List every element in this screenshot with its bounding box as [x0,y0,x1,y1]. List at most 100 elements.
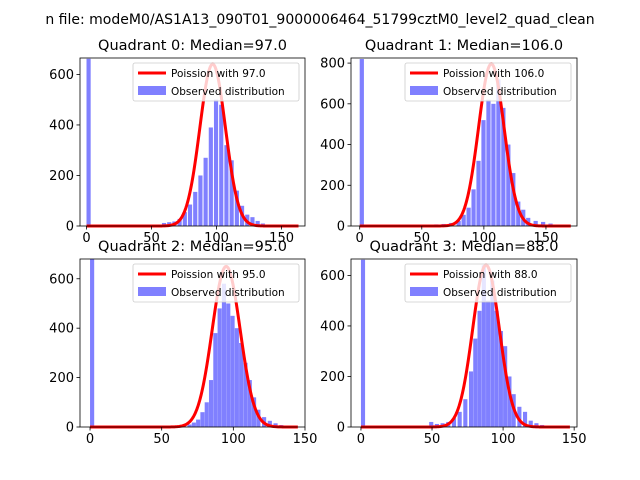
histogram-bar [187,204,193,226]
histogram-bar [247,380,252,427]
subplot-0: Quadrant 0: Median=97.0 0 50 100 150 0 200 400 6… [49,38,306,246]
histogram-bar [540,221,546,226]
subplot-2: Quadrant 2: Median=95.0 0 50 100 150 0 200 400 6… [49,239,317,447]
subplot-title: Quadrant 3: Median=88.0 [370,239,559,255]
legend-label-observed: Observed distribution [171,287,285,299]
histogram-bar [429,421,434,427]
histogram-bar [486,99,491,226]
y-tick-label: 800 [320,57,345,72]
x-tick-label: 100 [491,432,516,447]
y-tick-label: 200 [49,169,74,184]
histogram-bar [208,127,213,226]
x-tick-label: 100 [221,432,246,447]
histogram-bar [471,189,476,226]
histogram-bar [468,371,474,427]
y-tick-label: 400 [320,138,345,153]
histogram-bar [234,328,239,427]
legend-box [404,263,572,303]
histogram-bar [466,207,471,226]
histogram-bar [516,201,521,226]
x-tick-label: 0 [86,432,94,447]
histogram-bar [359,59,364,226]
subplot-3: Quadrant 3: Median=88.0 0 50 100 150 0 200 400 6… [320,239,586,447]
y-tick-label: 200 [49,371,74,386]
histogram-bar [187,424,192,427]
subplot-title: Quadrant 0: Median=97.0 [98,38,287,54]
x-tick-label: 100 [471,231,496,246]
axes-frame [79,258,306,428]
y-tick-label: 400 [49,118,74,133]
histogram-bar [213,333,218,427]
y-tick-label: 0 [337,220,345,235]
x-tick-label: 0 [357,432,365,447]
legend-patch-swatch [138,287,166,296]
x-tick-label: 50 [143,231,160,246]
histogram-bar [250,217,255,226]
histogram-bar [251,397,257,427]
x-tick-label: 50 [414,231,431,246]
legend: Poission with 95.0 Observed distribution [132,263,300,303]
y-tick-label: 0 [66,421,74,436]
legend-patch-swatch [410,86,438,95]
x-tick-label: 0 [82,231,90,246]
histogram-bar [477,310,482,427]
histogram-bar [491,103,496,226]
histogram-bar [476,160,481,226]
histogram-bar [226,303,231,427]
histogram-bar [486,300,491,427]
histogram-bar [198,175,203,226]
histogram-bar [191,422,196,427]
legend-box [132,62,300,102]
histogram-bar [511,173,516,226]
histogram-bar [196,419,201,427]
y-tick-label: 400 [49,322,74,337]
histogram-bar [528,420,533,427]
x-tick-label: 0 [356,231,364,246]
histogram-bar [481,265,486,427]
legend: Poission with 106.0 Observed distribution [404,62,572,102]
y-tick-label: 600 [320,269,345,284]
x-tick-label: 150 [534,231,559,246]
legend-label-poisson: Poission with 88.0 [443,269,538,281]
histogram-bar [219,104,224,226]
histogram-bar [533,220,538,226]
histogram-bar [473,338,478,427]
histogram-bar [457,411,462,427]
legend: Poission with 97.0 Observed distribution [132,62,300,102]
histogram-bar [200,412,205,427]
histogram-bar [255,220,260,226]
y-tick-label: 400 [320,319,345,334]
y-tick-label: 0 [66,220,74,235]
histogram-bar [463,399,468,427]
y-tick-label: 600 [49,272,74,287]
x-tick-label: 150 [269,231,294,246]
histogram-bar [534,423,539,427]
histogram-bar [204,402,209,427]
subplot-title: Quadrant 2: Median=95.0 [98,239,287,255]
histogram-bar [507,376,512,427]
legend-label-poisson: Poission with 106.0 [443,68,544,80]
histogram-bar [267,420,272,427]
histogram-bar [481,120,486,226]
histogram-bar [208,380,214,427]
histogram-bar [494,310,499,427]
histogram-bar [229,160,234,226]
legend-patch-swatch [410,287,438,296]
legend-patch-swatch [138,86,166,95]
histogram-bar [461,214,466,226]
x-tick-label: 150 [562,432,587,447]
histogram-bar [506,144,511,226]
histogram-bar [456,220,461,226]
histogram-bar [496,79,501,226]
legend-box [404,62,572,102]
histogram-bar [177,218,182,226]
legend-label-poisson: Poission with 97.0 [171,68,266,80]
histogram-bar [273,423,278,427]
y-tick-label: 200 [320,179,345,194]
legend-label-observed: Observed distribution [443,287,557,299]
legend-box [132,263,300,303]
histogram-bar [501,107,506,226]
y-tick-label: 600 [49,68,74,83]
figure-suptitle: n file: modeM0/AS1A13_090T01_9000006464_… [45,12,594,28]
